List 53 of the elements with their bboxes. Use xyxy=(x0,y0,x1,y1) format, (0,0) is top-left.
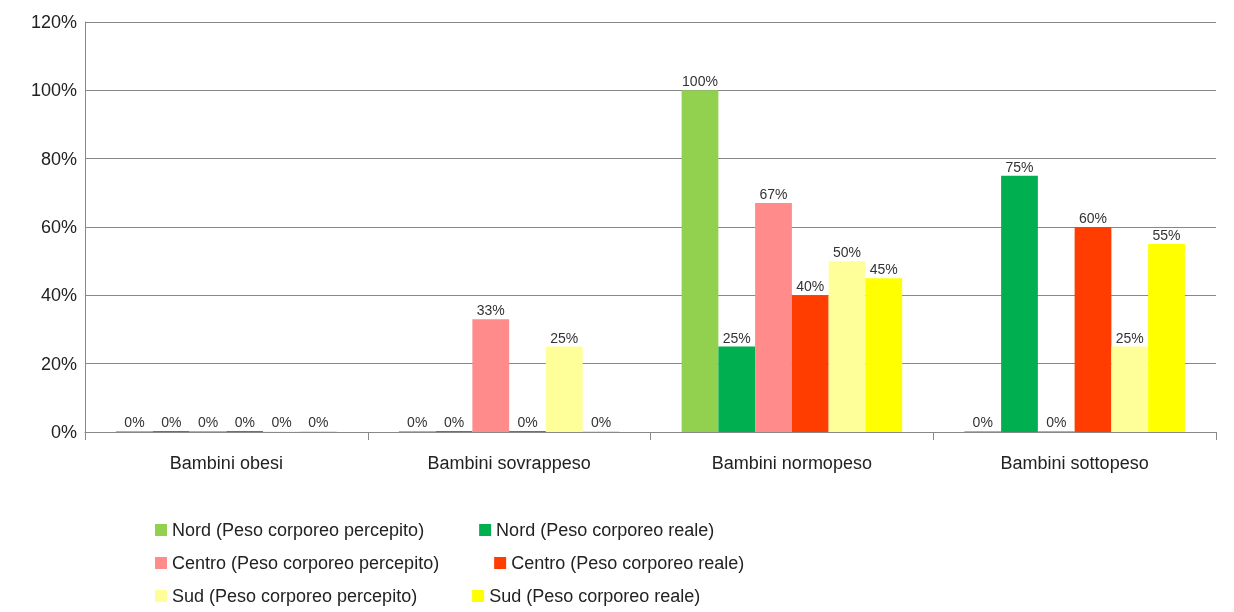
bar xyxy=(1074,227,1112,432)
data-label: 55% xyxy=(1152,227,1181,244)
data-label: 0% xyxy=(972,414,993,430)
y-tick-label: 80% xyxy=(40,148,77,169)
y-tick-label: 0% xyxy=(50,422,77,442)
data-label: 67% xyxy=(759,186,788,203)
y-tick-label: 20% xyxy=(40,353,77,374)
data-label: 0% xyxy=(124,414,145,430)
bar xyxy=(718,346,756,432)
data-label: 60% xyxy=(1078,210,1108,226)
legend-label: Centro (Peso corporeo reale) xyxy=(511,553,745,573)
bar xyxy=(755,203,792,432)
data-label: 0% xyxy=(1046,414,1067,430)
bar xyxy=(681,90,719,432)
data-label: 33% xyxy=(476,302,505,319)
bar xyxy=(1111,346,1149,432)
y-tick-label: 120% xyxy=(30,12,77,32)
data-label: 100% xyxy=(682,73,718,90)
x-tick-label: Bambini sovrappeso xyxy=(427,453,591,473)
data-label: 0% xyxy=(308,414,329,430)
x-tick-label: Bambini obesi xyxy=(169,453,283,473)
bar xyxy=(1001,175,1038,432)
bar xyxy=(545,346,583,432)
data-label: 25% xyxy=(550,329,579,346)
data-label: 0% xyxy=(197,414,219,430)
y-tick-label: 100% xyxy=(30,80,77,101)
data-label: 0% xyxy=(161,414,182,430)
bar xyxy=(1148,244,1185,432)
data-label: 0% xyxy=(407,414,428,430)
data-label: 45% xyxy=(869,261,898,278)
y-tick-label: 40% xyxy=(40,285,77,306)
x-tick-label: Bambini normopeso xyxy=(711,453,872,473)
legend-label: Sud (Peso corporeo percepito) xyxy=(172,586,418,606)
data-label: 0% xyxy=(517,414,538,430)
bar xyxy=(791,295,829,432)
data-label: 0% xyxy=(234,414,255,430)
legend-label: Nord (Peso corporeo reale) xyxy=(496,520,715,540)
data-label: 0% xyxy=(590,414,612,430)
legend-label: Nord (Peso corporeo percepito) xyxy=(172,520,425,540)
data-label: 0% xyxy=(443,414,465,430)
data-label: 75% xyxy=(1005,158,1034,175)
bar xyxy=(865,278,903,432)
bar xyxy=(828,261,866,432)
data-label: 50% xyxy=(833,244,862,261)
x-tick-label: Bambini sottopeso xyxy=(1000,453,1149,473)
bar xyxy=(472,319,510,432)
legend-label: Sud (Peso corporeo reale) xyxy=(489,586,701,606)
data-label: 25% xyxy=(722,329,751,346)
data-label: 40% xyxy=(796,278,825,295)
y-tick-label: 60% xyxy=(40,217,77,237)
legend-label: Centro (Peso corporeo percepito) xyxy=(172,553,440,573)
data-label: 25% xyxy=(1115,329,1144,346)
data-label: 0% xyxy=(271,414,292,430)
